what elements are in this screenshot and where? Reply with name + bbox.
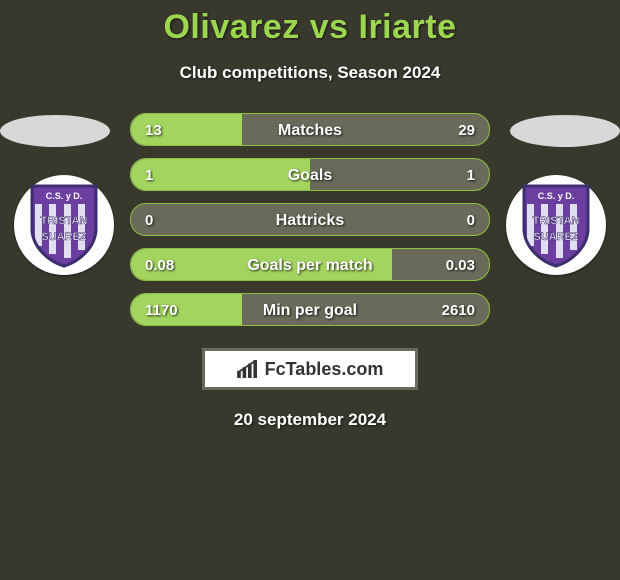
svg-text:C.S. y D.: C.S. y D. [538, 191, 575, 201]
svg-text:TRISTAN: TRISTAN [533, 215, 580, 227]
left-player-side: C.S. y D. TRISTAN SUAREZ [6, 113, 126, 275]
player-photo-placeholder-left [0, 115, 110, 147]
stat-value-right: 0.03 [446, 249, 475, 281]
stat-name: Hattricks [131, 204, 489, 236]
shield-mid-text: TRISTAN [41, 215, 88, 227]
stat-name: Matches [131, 114, 489, 146]
stats-column: 13Matches29 1Goals1 0Hattricks0 0.08Goals p… [126, 113, 494, 326]
stat-value-right: 0 [467, 204, 475, 236]
stat-bar: 0.08Goals per match0.03 [130, 248, 490, 281]
club-badge-right: C.S. y D. TRISTAN SUAREZ [506, 175, 606, 275]
subtitle: Club competitions, Season 2024 [0, 63, 620, 83]
stat-name: Goals per match [131, 249, 489, 281]
shield-bot-text: SUAREZ [41, 231, 87, 243]
comparison-row: C.S. y D. TRISTAN SUAREZ [0, 113, 620, 326]
brand-box[interactable]: FcTables.com [202, 348, 418, 390]
stat-bar: 0Hattricks0 [130, 203, 490, 236]
club-badge-left: C.S. y D. TRISTAN SUAREZ [14, 175, 114, 275]
stat-value-right: 2610 [442, 294, 475, 326]
stat-bar: 13Matches29 [130, 113, 490, 146]
chart-icon [237, 360, 259, 378]
stat-name: Min per goal [131, 294, 489, 326]
right-player-side: C.S. y D. TRISTAN SUAREZ [494, 113, 614, 275]
page-title: Olivarez vs Iriarte [0, 8, 620, 47]
shield-icon: C.S. y D. TRISTAN SUAREZ [520, 182, 592, 268]
date-label: 20 september 2024 [0, 410, 620, 430]
svg-text:SUAREZ: SUAREZ [533, 231, 579, 243]
stat-bar: 1170Min per goal2610 [130, 293, 490, 326]
player-photo-placeholder-right [510, 115, 620, 147]
stat-value-right: 1 [467, 159, 475, 191]
shield-icon: C.S. y D. TRISTAN SUAREZ [28, 182, 100, 268]
stat-bar: 1Goals1 [130, 158, 490, 191]
stat-name: Goals [131, 159, 489, 191]
brand-text: FcTables.com [265, 359, 384, 380]
stat-value-right: 29 [458, 114, 475, 146]
shield-top-text: C.S. y D. [46, 191, 83, 201]
